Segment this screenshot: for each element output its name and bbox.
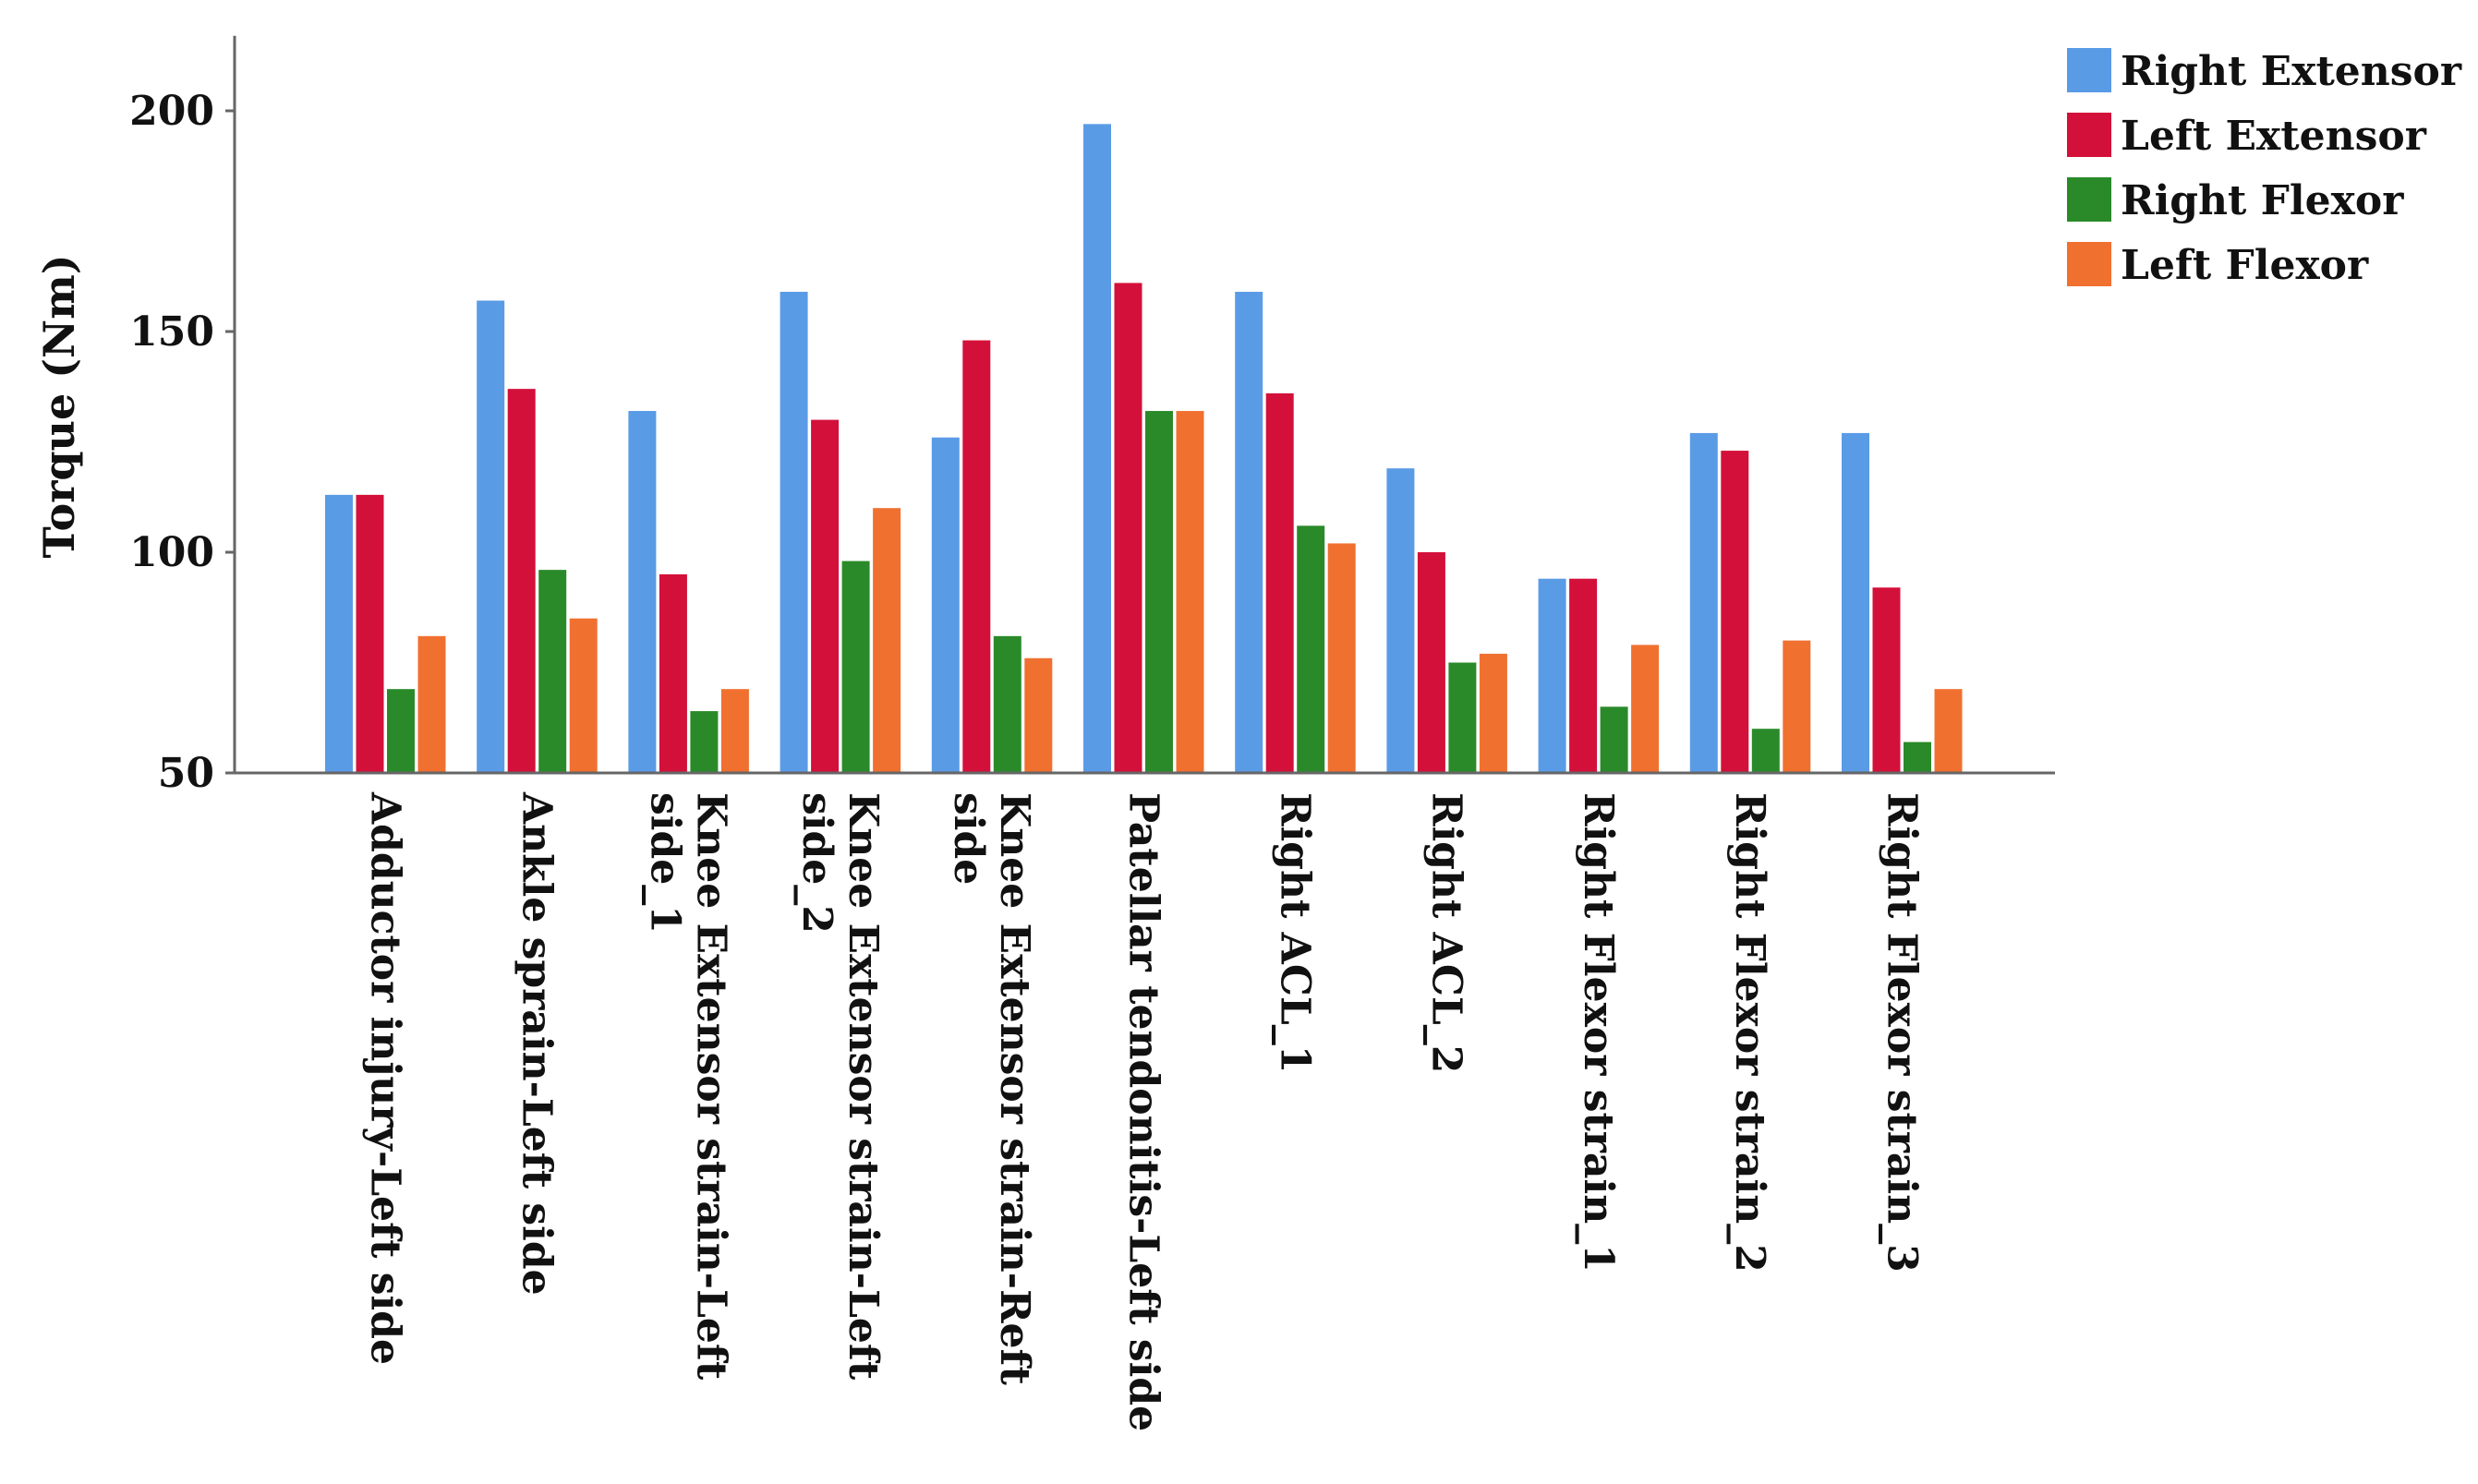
bar-left-extensor-9 [1569,578,1598,773]
bar-left-flexor-6 [1176,411,1204,773]
bar-right-extensor-1 [325,494,353,773]
x-category-label-line: Ankle sprain-Left side [513,791,560,1296]
bar-right-extensor-4 [780,291,808,774]
x-category-label-line: Knee Extensor strain-Left [840,792,887,1381]
bar-left-flexor-3 [720,689,749,773]
bar-right-flexor-11 [1904,742,1931,773]
x-axis-labels: Adductor injury-Left side Ankle sprain-Le… [361,791,1925,1431]
bar-right-flexor-6 [1145,411,1173,773]
bar-left-flexor-9 [1631,645,1660,773]
x-category-label-line: side_2 [793,792,840,934]
bar-right-flexor-2 [538,570,567,773]
y-tick-label: 100 [129,529,214,576]
bar-left-flexor-2 [569,618,598,773]
bar-right-flexor-4 [841,561,870,773]
bar-right-extensor-5 [931,437,960,773]
legend-swatch-left-flexor [2067,242,2111,286]
bar-right-flexor-3 [690,711,719,773]
x-category-label-line: Right Flexor strain_3 [1878,792,1925,1273]
bar-left-flexor-7 [1327,543,1356,773]
x-category-label-line: side [945,792,992,885]
x-category-label: Adductor injury-Left side [361,791,408,1365]
x-category-label-line: Adductor injury-Left side [361,791,408,1365]
bar-left-extensor-10 [1721,451,1749,773]
legend-swatch-left-extensor [2067,113,2111,157]
bar-right-extensor-7 [1235,291,1263,774]
x-category-label-line: Knee Extensor strain-Left [688,792,735,1381]
legend-label-left-flexor: Left Flexor [2121,242,2369,289]
legend-swatch-right-flexor [2067,177,2111,222]
bar-left-extensor-2 [507,389,536,773]
bar-right-flexor-1 [387,689,415,773]
bar-left-flexor-5 [1024,658,1053,773]
bar-right-extensor-3 [628,411,657,773]
x-category-label: Right ACL_1 [1271,792,1318,1073]
x-category-label-line: side_1 [642,792,689,934]
x-category-label-line: Right Flexor strain_2 [1726,792,1773,1273]
bar-left-extensor-7 [1265,392,1294,773]
bar-right-flexor-7 [1297,525,1325,773]
x-category-label-line: Right ACL_1 [1271,792,1318,1073]
x-category-label: Right Flexor strain_1 [1575,792,1622,1273]
x-category-label-line: Knee Extensor strain-Reft [991,792,1038,1385]
legend-label-left-extensor: Left Extensor [2121,113,2427,160]
bar-right-flexor-8 [1448,662,1477,773]
bar-left-extensor-5 [962,340,991,773]
y-axis-ticks: 50 100 150 200 [129,88,235,797]
y-tick-label: 50 [158,750,214,797]
bar-right-extensor-11 [1842,432,1869,773]
legend-label-right-flexor: Right Flexor [2121,177,2404,224]
bar-left-extensor-3 [659,573,687,773]
x-category-label: Ankle sprain-Left side [513,791,560,1296]
bar-left-flexor-11 [1934,689,1963,773]
bar-left-extensor-8 [1417,552,1445,773]
x-category-label-line: Patellar tendonitis-Left side [1119,792,1166,1431]
x-category-label: Patellar tendonitis-Left side [1119,792,1166,1431]
bars-group [325,124,1963,774]
bar-left-flexor-1 [417,635,446,773]
bar-left-flexor-4 [873,508,901,773]
legend-swatch-right-extensor [2067,48,2111,92]
x-category-label: Right ACL_2 [1423,792,1470,1073]
bar-left-extensor-1 [356,494,384,773]
legend-label-right-extensor: Right Extensor [2121,48,2462,95]
x-category-label-line: Right Flexor strain_1 [1575,792,1622,1273]
bar-right-flexor-9 [1600,706,1628,773]
bar-right-flexor-10 [1751,729,1780,773]
x-category-label: Right Flexor strain_2 [1726,792,1773,1273]
bar-left-extensor-6 [1114,283,1142,773]
bar-left-flexor-8 [1479,653,1507,773]
bar-left-flexor-10 [1783,640,1811,773]
legend: Right Extensor Left Extensor Right Flexor L… [2067,48,2462,289]
bar-right-extensor-8 [1386,468,1415,773]
y-tick-label: 150 [129,308,214,356]
bar-right-extensor-2 [477,300,505,773]
bar-right-extensor-10 [1689,432,1718,773]
x-category-label: Right Flexor strain_3 [1878,792,1925,1273]
bar-left-extensor-4 [811,419,840,773]
y-axis-title: Torque (Nm) [34,254,84,558]
y-tick-label: 200 [129,88,214,135]
bar-left-extensor-11 [1872,587,1901,773]
x-category-label-line: Right ACL_2 [1423,792,1470,1073]
bar-right-extensor-9 [1538,578,1566,773]
bar-right-extensor-6 [1083,124,1111,774]
bar-right-flexor-5 [993,635,1021,773]
